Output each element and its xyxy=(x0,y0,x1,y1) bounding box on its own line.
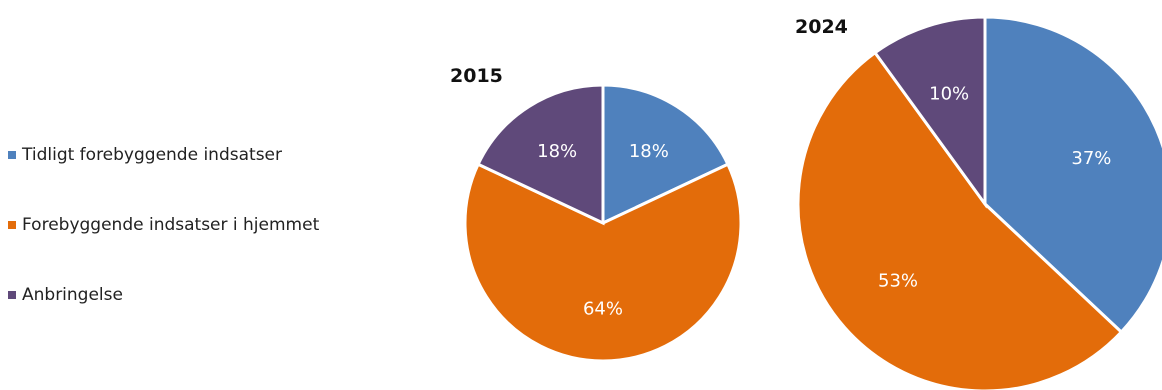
chart-legend: Tidligt forebyggende indsatser Forebygge… xyxy=(8,140,438,350)
legend-swatch-tidligt xyxy=(8,151,16,159)
legend-item-anbringelse: Anbringelse xyxy=(8,280,438,310)
legend-label-hjemmet: Forebyggende indsatser i hjemmet xyxy=(22,215,320,235)
legend-label-tidligt: Tidligt forebyggende indsatser xyxy=(22,145,282,165)
pie-label-2015-hjemmet: 64% xyxy=(583,299,623,320)
pie-title-2015: 2015 xyxy=(450,65,503,87)
legend-item-tidligt: Tidligt forebyggende indsatser xyxy=(8,140,438,170)
pie-label-2024-tidligt: 37% xyxy=(1071,148,1111,169)
pie-label-2015-tidligt: 18% xyxy=(629,141,669,162)
legend-swatch-hjemmet xyxy=(8,221,16,229)
pie-slice-2024-tidligt xyxy=(983,15,1162,335)
legend-item-hjemmet: Forebyggende indsatser i hjemmet xyxy=(8,210,438,240)
pie-slice-2015-anbringelse xyxy=(476,83,605,226)
legend-swatch-anbringelse xyxy=(8,291,16,299)
pie-title-2024: 2024 xyxy=(795,16,848,38)
pie-label-2024-anbringelse: 10% xyxy=(929,84,969,105)
pie-chart-2015: 18% 64% 18% xyxy=(463,83,743,363)
pie-slice-2015-tidligt xyxy=(601,83,730,226)
pie-label-2024-hjemmet: 53% xyxy=(878,271,918,292)
pie-slice-2015-hjemmet xyxy=(463,162,743,363)
legend-label-anbringelse: Anbringelse xyxy=(22,285,123,305)
pie-label-2015-anbringelse: 18% xyxy=(537,141,577,162)
pie-slice-2024-anbringelse xyxy=(872,15,987,209)
pie-chart-2024: 37% 53% 10% xyxy=(796,15,1162,390)
pie-slice-2024-hjemmet xyxy=(796,50,1124,390)
